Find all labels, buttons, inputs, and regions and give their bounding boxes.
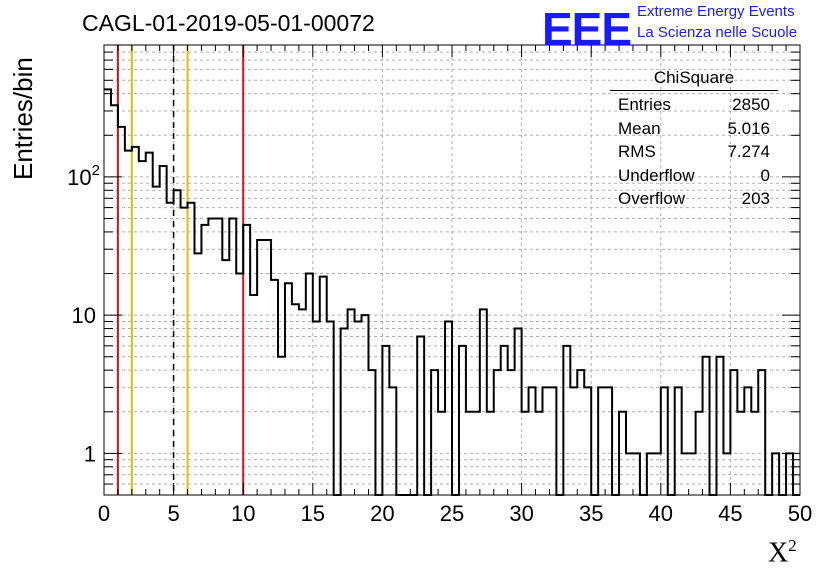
- stats-label: Mean: [618, 118, 661, 138]
- stats-row-entries: Entries 2850: [610, 93, 778, 117]
- stats-label: Overflow: [618, 189, 686, 208]
- x-tick-label: 40: [649, 501, 673, 526]
- stats-label: Underflow: [618, 165, 695, 185]
- reference-lines: [116, 45, 245, 495]
- stats-row-rms: RMS 7.274: [610, 140, 778, 164]
- x-tick-label: 30: [509, 501, 533, 526]
- stats-title: ChiSquare: [610, 68, 778, 91]
- y-tick-label: 102: [67, 162, 100, 190]
- x-axis-label: X2: [768, 536, 797, 569]
- stats-value: 2850: [732, 95, 770, 114]
- axis-ticks: [103, 45, 801, 495]
- stats-value: 0: [760, 165, 770, 185]
- x-tick-label: 35: [579, 501, 603, 526]
- x-axis-label-base: X: [768, 537, 789, 569]
- x-tick-label: 50: [788, 501, 812, 526]
- y-tick-label: 10: [72, 303, 96, 328]
- x-tick-label: 10: [231, 501, 255, 526]
- stats-value: 203: [741, 189, 770, 208]
- x-tick-label: 15: [301, 501, 325, 526]
- stats-value: 7.274: [727, 142, 770, 161]
- x-tick-label: 0: [98, 501, 110, 526]
- logo-line-2: La Scienza nelle Scuole: [637, 24, 798, 41]
- stats-row-overflow: Overflow 203: [610, 187, 778, 211]
- chart-title: CAGL-01-2019-05-01-00072: [82, 10, 375, 36]
- histogram-outline: [104, 88, 800, 496]
- y-axis-label: Entries/bin: [8, 57, 38, 180]
- y-tick-labels: 1 10 102: [67, 162, 100, 466]
- stats-row-underflow: Underflow 0: [610, 164, 778, 188]
- eee-logo: EEE: [542, 3, 632, 55]
- x-axis-label-sup: 2: [788, 536, 797, 555]
- x-tick-label: 45: [718, 501, 742, 526]
- stats-row-mean: Mean 5.016: [610, 117, 778, 141]
- x-tick-label: 20: [370, 501, 394, 526]
- x-tick-label: 5: [167, 501, 179, 526]
- stats-value: 5.016: [727, 118, 770, 138]
- x-tick-labels: 0 5 10 15 20 25 30 35 40 45 50: [98, 501, 812, 526]
- y-tick-label: 1: [84, 441, 96, 466]
- histogram-bins: [104, 88, 800, 496]
- stats-label: RMS: [618, 142, 656, 161]
- stats-label: Entries: [618, 95, 671, 114]
- x-tick-label: 25: [440, 501, 464, 526]
- stats-box: ChiSquare Entries 2850 Mean 5.016 RMS 7.…: [610, 68, 778, 211]
- logo-line-1: Extreme Energy Events: [637, 3, 795, 20]
